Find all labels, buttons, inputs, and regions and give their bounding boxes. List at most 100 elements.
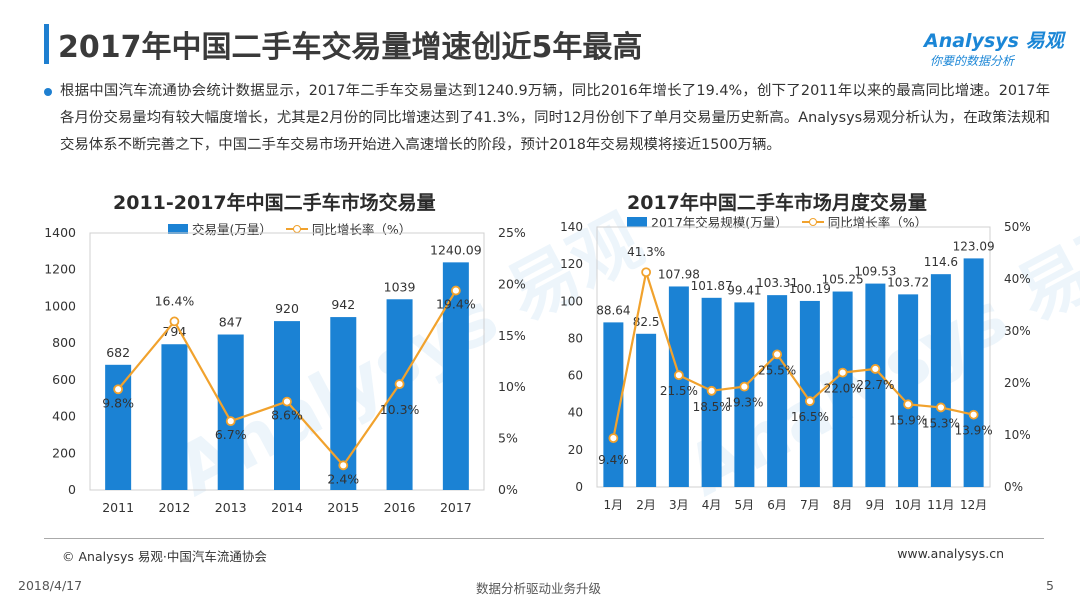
chart1-y-right-tick: 15% bbox=[498, 328, 526, 343]
chart2-x-tick: 4月 bbox=[702, 498, 722, 512]
website-link[interactable]: www.analysys.cn bbox=[897, 546, 1004, 561]
chart2-line-point bbox=[673, 370, 684, 381]
chart2-bar bbox=[898, 294, 919, 487]
chart1-y-left-tick: 800 bbox=[52, 335, 76, 350]
page-number: 5 bbox=[1046, 578, 1054, 593]
chart2-bar bbox=[668, 286, 689, 487]
chart2-x-tick: 2月 bbox=[636, 498, 656, 512]
chart1-line-label: 2.4% bbox=[327, 471, 359, 486]
chart2-line-label: 22.0% bbox=[824, 382, 862, 396]
chart2-y-left-tick: 140 bbox=[560, 220, 583, 234]
chart2-line-label: 15.3% bbox=[922, 416, 960, 430]
chart2-y-left-tick: 120 bbox=[560, 257, 583, 271]
page-title: 2017年中国二手车交易量增速创近5年最高 bbox=[58, 30, 643, 65]
chart2-bar-label: 114.6 bbox=[924, 255, 958, 269]
legend-bar-swatch bbox=[627, 216, 647, 227]
chart2-y-left-tick: 60 bbox=[568, 369, 583, 383]
chart2-bar-label: 103.72 bbox=[887, 275, 929, 289]
chart1-y-right-tick: 10% bbox=[498, 379, 526, 394]
chart2-legend-bar-label: 2017年交易规模(万量） bbox=[651, 215, 788, 230]
chart2-line-point bbox=[641, 267, 652, 278]
chart1-bar-label: 1240.09 bbox=[430, 242, 482, 257]
source-note: © Analysys 易观·中国汽车流通协会 bbox=[62, 549, 267, 564]
chart2-y-right-tick: 0% bbox=[1004, 480, 1023, 494]
chart1-line-label: 6.7% bbox=[215, 427, 247, 442]
chart2-bar-label: 109.53 bbox=[854, 265, 896, 279]
chart1-line-point bbox=[282, 396, 292, 407]
legend-line-swatch bbox=[801, 217, 824, 227]
chart2-line-point bbox=[804, 396, 815, 407]
chart2-line-label: 18.5% bbox=[693, 400, 731, 414]
chart2-plot-frame bbox=[596, 226, 991, 488]
chart2-bar-label: 107.98 bbox=[658, 267, 700, 281]
chart1-line-label: 16.4% bbox=[155, 293, 195, 308]
chart1-x-tick: 2013 bbox=[215, 500, 247, 515]
chart2-x-tick: 12月 bbox=[960, 498, 987, 512]
chart2-line-label: 41.3% bbox=[627, 245, 665, 259]
chart2-line-point bbox=[739, 381, 750, 392]
chart1-bar-label: 942 bbox=[331, 297, 355, 312]
chart2-x-tick: 3月 bbox=[669, 498, 689, 512]
chart2-x-tick: 1月 bbox=[604, 498, 624, 512]
chart2-line-label: 15.9% bbox=[889, 413, 927, 427]
chart1-x-tick: 2014 bbox=[271, 500, 303, 515]
chart2-line-point bbox=[870, 364, 881, 374]
chart1-bar-label: 1039 bbox=[384, 279, 416, 294]
chart2-x-tick: 9月 bbox=[866, 498, 886, 512]
chart2-bar bbox=[767, 295, 788, 487]
chart1-bar bbox=[217, 334, 244, 490]
chart1-y-right-tick: 25% bbox=[498, 225, 526, 240]
brand-tagline: 你要的数据分析 bbox=[930, 54, 1015, 68]
chart2-bar bbox=[603, 322, 624, 487]
chart2-y-left-tick: 100 bbox=[560, 294, 583, 308]
chart1-y-left-tick: 1200 bbox=[44, 262, 76, 277]
chart2-line-point bbox=[968, 409, 979, 420]
chart2-bar bbox=[930, 274, 951, 487]
chart1-bar bbox=[386, 299, 413, 490]
chart2-line-label: 21.5% bbox=[660, 384, 698, 398]
chart2-bar-label: 82.5 bbox=[633, 315, 660, 329]
chart2-line-point bbox=[903, 399, 914, 410]
brand-name: Analysys 易观 bbox=[924, 30, 1064, 52]
chart2-line-series bbox=[612, 271, 974, 439]
chart1-line-label: 9.8% bbox=[102, 395, 134, 410]
chart1-bar bbox=[442, 262, 469, 490]
chart1-y-left-tick: 400 bbox=[52, 409, 76, 424]
chart1-y-left-tick: 600 bbox=[52, 372, 76, 387]
footer-date: 2018/4/17 bbox=[18, 578, 83, 593]
chart2-line-label: 22.7% bbox=[856, 378, 894, 392]
chart2-y-left-tick: 40 bbox=[568, 406, 583, 420]
chart2-y-right-tick: 30% bbox=[1004, 324, 1031, 338]
footer-divider bbox=[44, 538, 1044, 539]
chart2-bar bbox=[734, 302, 755, 487]
chart1-x-tick: 2012 bbox=[159, 500, 191, 515]
legend-bar-swatch bbox=[168, 223, 188, 234]
chart2-line-label: 25.5% bbox=[758, 363, 796, 377]
chart2-title: 2017年中国二手车市场月度交易量 bbox=[627, 192, 927, 214]
chart2-bar-label: 88.64 bbox=[596, 303, 630, 317]
chart2-bar-label: 103.31 bbox=[756, 276, 798, 290]
chart2-y-right-tick: 20% bbox=[1004, 376, 1031, 390]
chart2-y-right-tick: 50% bbox=[1004, 220, 1031, 234]
chart2-x-tick: 6月 bbox=[767, 498, 787, 512]
chart1-y-right-tick: 0% bbox=[498, 482, 518, 497]
chart1-line-label: 10.3% bbox=[380, 402, 420, 417]
chart2-x-tick: 8月 bbox=[833, 498, 853, 512]
chart2-bar bbox=[963, 258, 984, 487]
summary-text: 根据中国汽车流通协会统计数据显示，2017年二手车交易量达到1240.9万辆，同… bbox=[60, 83, 1050, 153]
chart1-line-point bbox=[394, 379, 405, 390]
chart1-x-tick: 2015 bbox=[327, 500, 359, 515]
chart1-y-right-tick: 20% bbox=[498, 276, 526, 291]
chart2-line-label: 13.9% bbox=[955, 424, 993, 438]
bullet-dot bbox=[44, 88, 52, 96]
chart2-bar bbox=[865, 283, 886, 487]
chart1-line-point bbox=[169, 316, 180, 327]
chart2-y-left-tick: 0 bbox=[575, 480, 583, 494]
chart2-line-point bbox=[935, 402, 946, 413]
chart2-line-label: 16.5% bbox=[791, 410, 829, 424]
chart2-x-tick: 11月 bbox=[927, 498, 954, 512]
chart1-y-left-tick: 1400 bbox=[44, 225, 76, 240]
chart1-x-tick: 2017 bbox=[440, 500, 472, 515]
chart2-line-point bbox=[772, 349, 783, 360]
chart1-bar-label: 682 bbox=[106, 345, 130, 360]
